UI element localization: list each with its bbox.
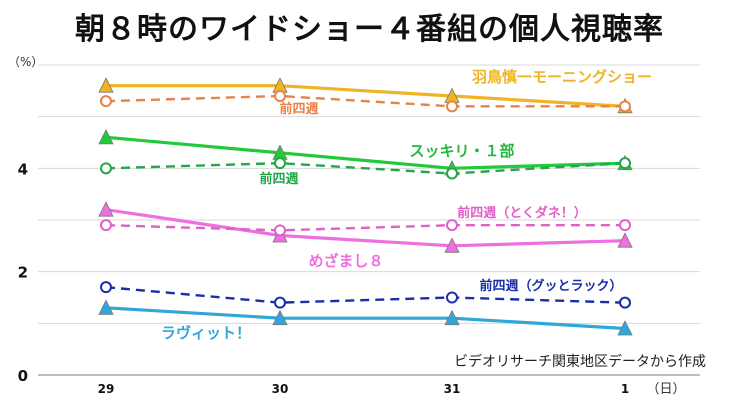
data-point-circle bbox=[619, 157, 631, 170]
y-tick-label: 4 bbox=[18, 160, 28, 178]
series-line bbox=[105, 208, 626, 248]
data-point-circle bbox=[446, 167, 458, 180]
y-tick-label: 0 bbox=[18, 367, 28, 385]
data-point-circle bbox=[274, 224, 286, 237]
x-tick-label: 30 bbox=[272, 382, 289, 396]
data-point-circle bbox=[619, 219, 631, 232]
data-point-triangle bbox=[98, 299, 114, 315]
x-tick-label: 31 bbox=[444, 382, 461, 396]
data-point-circle bbox=[446, 100, 458, 113]
data-point-circle bbox=[100, 162, 112, 175]
data-point-circle bbox=[619, 296, 631, 309]
series-line bbox=[105, 161, 626, 175]
data-point-triangle bbox=[98, 77, 114, 93]
x-tick-label: 1 bbox=[621, 382, 629, 396]
series-line bbox=[105, 306, 626, 331]
data-point-circle bbox=[274, 296, 286, 309]
chart-title: 朝８時のワイドショー４番組の個人視聴率 bbox=[75, 12, 664, 47]
data-point-circle bbox=[274, 90, 286, 102]
series-label: 前四週 bbox=[279, 101, 318, 117]
data-point-triangle bbox=[617, 320, 633, 336]
y-tick-label: 2 bbox=[18, 264, 28, 282]
data-point-circle bbox=[100, 281, 112, 294]
series-label: スッキリ・１部 bbox=[409, 142, 514, 160]
series-label: ラヴィット！ bbox=[161, 324, 251, 342]
data-point-circle bbox=[100, 95, 112, 108]
y-axis-label: （%） bbox=[8, 55, 43, 69]
series-label: めざまし８ bbox=[308, 252, 383, 270]
series-line bbox=[105, 135, 626, 170]
data-point-triangle bbox=[272, 309, 288, 326]
data-point-circle bbox=[274, 157, 286, 170]
data-point-circle bbox=[446, 219, 458, 232]
data-point-triangle bbox=[444, 237, 460, 253]
series-label: 前四週 bbox=[259, 171, 298, 187]
series-line bbox=[105, 94, 625, 108]
x-tick-label: 29 bbox=[98, 382, 115, 396]
data-point-triangle bbox=[98, 201, 114, 217]
x-axis-label: （日） bbox=[646, 382, 685, 397]
data-point-circle bbox=[100, 219, 112, 232]
series-line bbox=[106, 84, 626, 108]
source-note: ビデオリサーチ関東地区データから作成 bbox=[454, 353, 706, 370]
data-point-triangle bbox=[444, 309, 460, 326]
series-line bbox=[105, 285, 626, 304]
series-label: 前四週（グッとラック） bbox=[479, 278, 622, 294]
data-point-circle bbox=[619, 100, 631, 113]
data-point-triangle bbox=[98, 128, 114, 145]
series-line bbox=[105, 223, 625, 232]
series-label: 羽鳥慎一モーニングショー bbox=[472, 68, 652, 86]
data-point-circle bbox=[446, 291, 458, 304]
series-label: 前四週（とくダネ！） bbox=[457, 205, 587, 221]
data-point-triangle bbox=[617, 232, 633, 248]
